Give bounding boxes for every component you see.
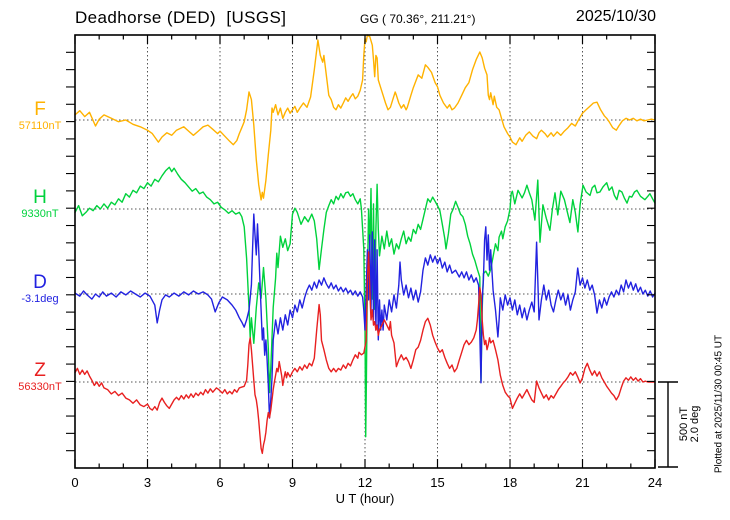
x-tick-label: 9 xyxy=(288,475,297,490)
x-tick-label: 3 xyxy=(143,475,152,490)
series-base-h: 9330nT xyxy=(21,208,59,220)
scale-bar-deg: 2.0 deg xyxy=(689,405,701,443)
trace-D xyxy=(74,213,656,419)
x-tick-label: 21 xyxy=(575,475,590,490)
x-tick-label: 15 xyxy=(430,475,445,490)
plot-date: 2025/10/30 xyxy=(575,8,656,25)
trace-H xyxy=(74,166,656,438)
x-tick-label: 24 xyxy=(647,475,663,490)
page-title: Deadhorse (DED) [USGS] xyxy=(75,8,287,27)
x-tick-label: 0 xyxy=(71,475,79,490)
trace-F xyxy=(74,34,656,201)
series-letter-f: F xyxy=(34,99,46,120)
plotted-at-timestamp: Plotted at 2025/11/30 00:45 UT xyxy=(713,334,725,474)
series-base-d: -3.1deg xyxy=(21,293,59,305)
series-label-h: H 9330nT xyxy=(12,188,68,221)
series-label-d: D -3.1deg xyxy=(12,273,68,306)
series-label-z: Z 56330nT xyxy=(12,361,68,394)
series-base-z: 56330nT xyxy=(18,381,62,393)
scale-bar-label: 500 nT 2.0 deg xyxy=(678,405,701,443)
x-tick-label: 18 xyxy=(502,475,518,490)
series-letter-z: Z xyxy=(34,360,46,381)
x-axis-tick-labels: 0 3 6 9 12 15 18 21 24 xyxy=(0,475,730,495)
x-tick-label: 6 xyxy=(216,475,224,490)
series-label-f: F 57110nT xyxy=(12,100,68,133)
trace-Z xyxy=(74,251,656,455)
geographic-coordinates: GG ( 70.36°, 211.21°) xyxy=(360,12,476,26)
series-base-f: 57110nT xyxy=(18,120,62,132)
series-letter-d: D xyxy=(33,272,47,293)
series-letter-h: H xyxy=(33,187,47,208)
x-tick-label: 12 xyxy=(357,475,373,490)
x-axis-title: U T (hour) xyxy=(335,491,395,506)
